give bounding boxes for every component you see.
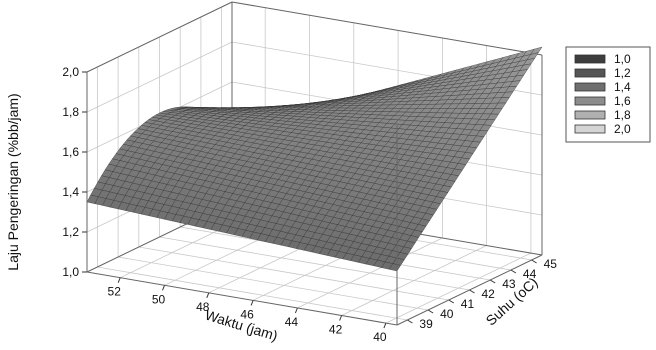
legend-swatch	[575, 125, 605, 133]
x-tick	[118, 278, 120, 283]
x-tick-label: 52	[108, 285, 122, 299]
y-tick	[532, 260, 537, 263]
legend-swatch	[575, 83, 605, 91]
z-axis-title: Laju Pengeringan (%bb/jam)	[5, 93, 21, 270]
legend-swatch	[575, 55, 605, 63]
y-tick-label: 42	[482, 287, 496, 301]
box-edge	[232, 2, 542, 55]
legend-swatch	[575, 69, 605, 77]
x-tick	[295, 308, 297, 313]
legend-swatch	[575, 111, 605, 119]
x-tick-label: 40	[373, 330, 387, 344]
y-tick-label: 41	[461, 297, 475, 311]
x-tick	[384, 323, 386, 328]
y-tick	[470, 290, 475, 293]
y-tick	[407, 320, 412, 323]
x-tick	[340, 316, 342, 321]
legend-label: 1,6	[614, 94, 631, 108]
z-tick-label: 1,8	[62, 105, 79, 119]
x-tick	[163, 285, 165, 290]
surface-plot	[87, 47, 542, 271]
y-tick	[511, 270, 516, 273]
z-tick-label: 1,2	[62, 225, 79, 239]
x-tick-label: 44	[285, 315, 299, 329]
x-tick-label: 42	[329, 323, 343, 337]
x-tick-label: 50	[152, 292, 166, 306]
legend-label: 1,8	[614, 108, 631, 122]
y-tick	[449, 300, 454, 303]
legend-label: 2,0	[614, 122, 631, 136]
y-tick-label: 45	[544, 257, 558, 271]
x-tick	[251, 300, 253, 305]
y-tick-label: 40	[440, 307, 454, 321]
y-tick	[490, 280, 495, 283]
legend-swatch	[575, 97, 605, 105]
legend-label: 1,2	[614, 66, 631, 80]
legend-label: 1,4	[614, 80, 631, 94]
z-tick-label: 1,0	[62, 265, 79, 279]
legend-label: 1,0	[614, 52, 631, 66]
legend: 1,01,21,41,61,82,0	[566, 47, 650, 142]
z-tick-label: 1,4	[62, 185, 79, 199]
z-tick-label: 1,6	[62, 145, 79, 159]
z-tick-label: 2,0	[62, 65, 79, 79]
y-tick-label: 39	[419, 317, 433, 331]
x-tick	[207, 293, 209, 298]
y-tick	[428, 310, 433, 313]
